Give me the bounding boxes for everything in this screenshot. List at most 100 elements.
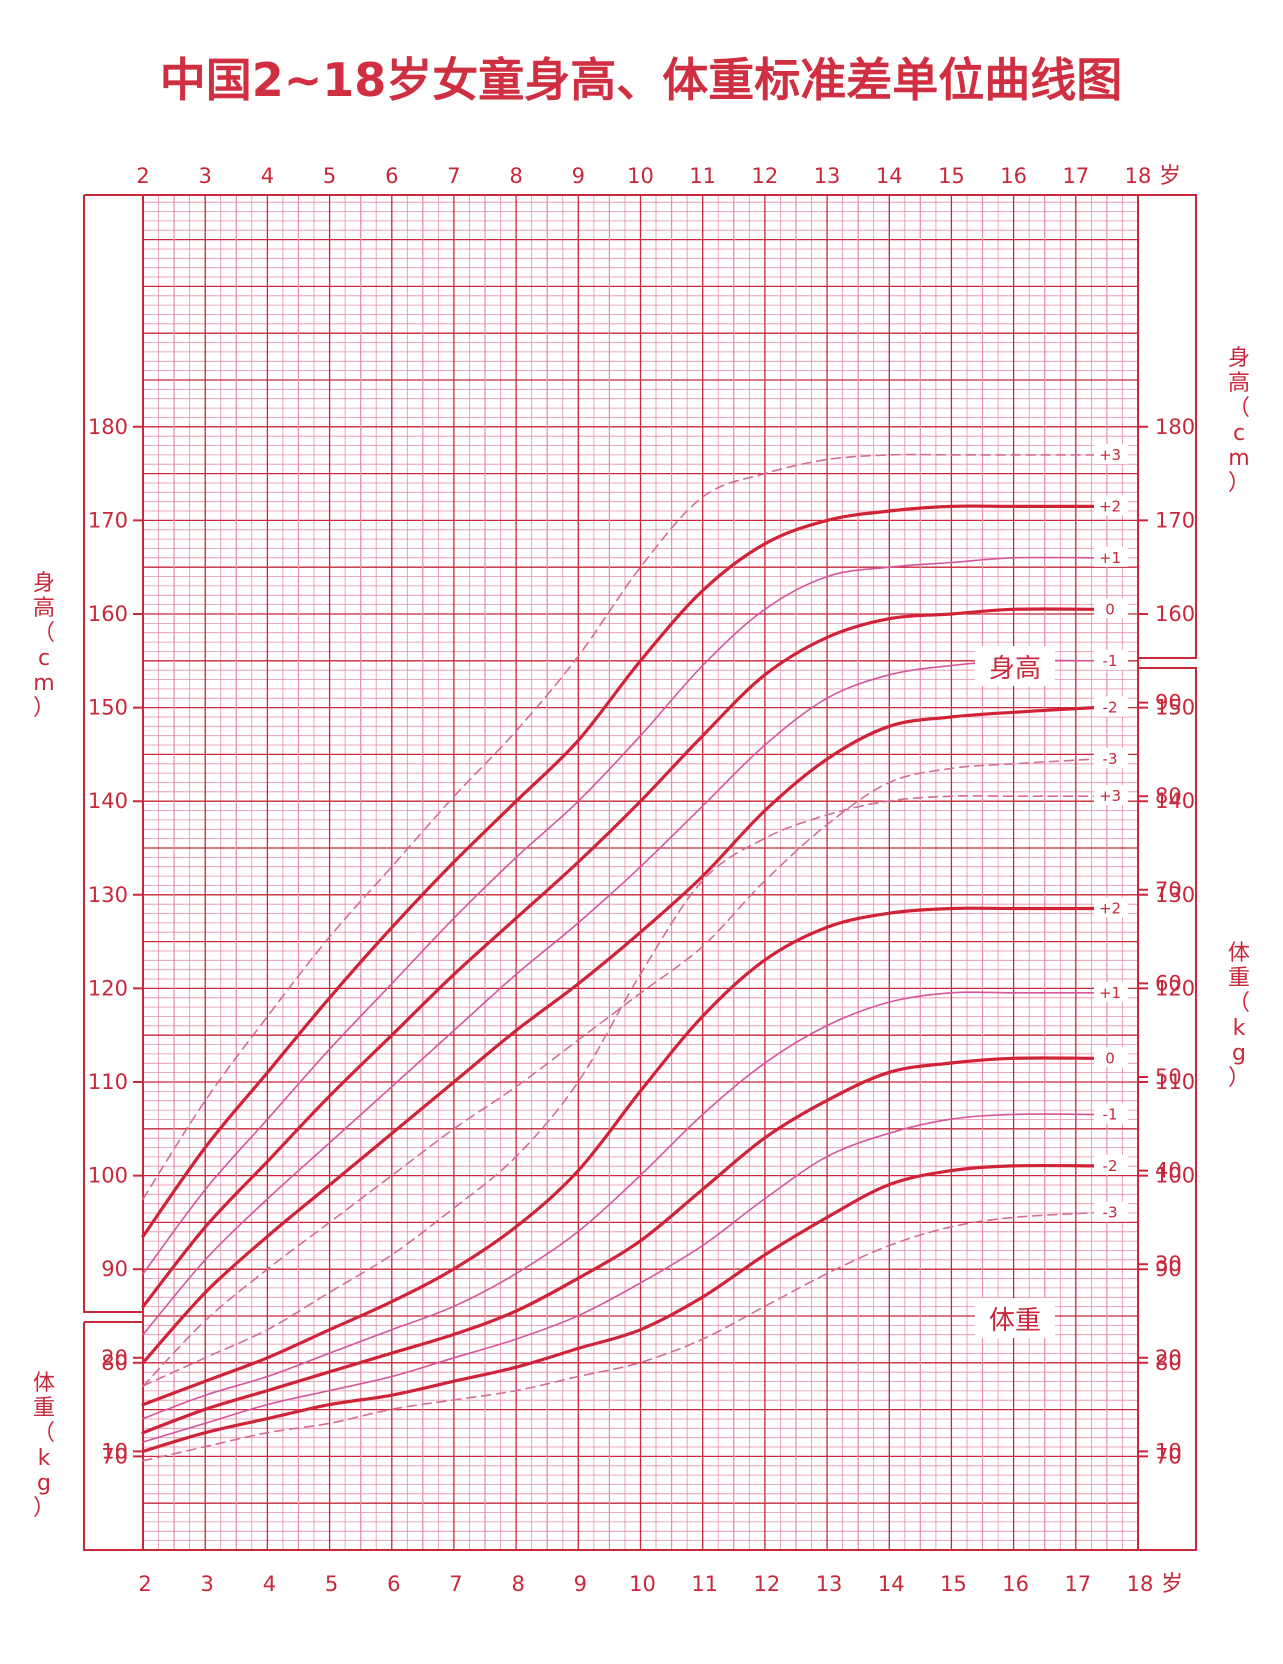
height-axis-name-left: 身高（ c m） (33, 571, 55, 721)
weight-sd-label: +1 (1099, 984, 1121, 1002)
weight-curve-0 (141, 1056, 1097, 1435)
x-tick-label-top: 14 (876, 164, 903, 188)
weight-axis-name-right: 体重（ k g） (1228, 941, 1250, 1091)
weight-sd-label-bg (1094, 1103, 1129, 1124)
chart-title: 中国2~18岁女童身高、体重标准差单位曲线图 (160, 53, 1123, 107)
x-tick-label-bottom: 12 (754, 1572, 781, 1596)
height-curve-minus2 (141, 706, 1097, 1365)
height-tick-left: 140 (88, 789, 128, 813)
height-tick-right: 90 (1155, 1257, 1182, 1281)
weight-curve-plus1 (142, 991, 1096, 1420)
height-curve-minus3 (142, 758, 1096, 1387)
weight-sd-label-bg (1094, 1154, 1129, 1175)
height-tick-right: 140 (1155, 789, 1195, 813)
x-tick-label-bottom: 13 (816, 1572, 843, 1596)
half-year-grid-lines (173, 195, 1108, 1550)
frame-lines (83, 194, 1197, 1551)
weight-curve-minus1 (142, 1113, 1096, 1443)
weight-sd-label: +3 (1099, 787, 1121, 805)
x-tick-label-top: 7 (447, 164, 460, 188)
x-tick-label-top: 10 (627, 164, 654, 188)
height-curve-minus1 (142, 659, 1096, 1336)
height-tick-right: 170 (1155, 508, 1195, 532)
x-tick-label-top: 13 (814, 164, 841, 188)
plot-frame (83, 194, 1197, 1551)
height-tick-left: 150 (88, 696, 128, 720)
weight-tick-right: 80 (1155, 784, 1182, 808)
x-tick-label-bottom: 18 (1127, 1572, 1154, 1596)
weight-tick-right: 30 (1155, 1252, 1182, 1276)
weight-sd-label: 0 (1105, 1049, 1115, 1067)
x-tick-label-bottom: 17 (1064, 1572, 1091, 1596)
x-tick-label-top: 9 (572, 164, 585, 188)
x-unit-top: 岁 (1159, 164, 1181, 189)
height-tick-right: 150 (1155, 696, 1195, 720)
height-tick-right: 120 (1155, 976, 1195, 1000)
height-sd-label-bg (1094, 443, 1129, 464)
x-tick-label-bottom: 16 (1002, 1572, 1029, 1596)
height-tick-right: 70 (1155, 1444, 1182, 1468)
x-tick-label-bottom: 10 (629, 1572, 656, 1596)
weight-section-label: 体重 (989, 1306, 1041, 1336)
height-sd-label: +2 (1099, 497, 1121, 515)
height-curve-0 (141, 607, 1097, 1309)
x-tick-label-top: 3 (199, 164, 212, 188)
weight-sd-label-bg (1094, 981, 1129, 1002)
height-curve-plus3 (142, 453, 1096, 1200)
x-tick-label-bottom: 9 (574, 1572, 587, 1596)
x-tick-label-top: 6 (385, 164, 398, 188)
weight-tick-left: 10 (101, 1439, 128, 1463)
weight-axis-name-left: 体重（ k g） (33, 1371, 55, 1521)
height-sd-label-bg (1094, 649, 1129, 670)
x-unit-bottom: 岁 (1161, 1572, 1183, 1597)
weight-sd-label-bg (1094, 1201, 1129, 1222)
height-axis-name-right: 身高（ c m） (1228, 346, 1250, 496)
weight-sd-label: +2 (1099, 900, 1121, 918)
weight-tick-right: 10 (1155, 1439, 1182, 1463)
weight-sd-label: -1 (1103, 1105, 1118, 1123)
height-sd-label: -3 (1103, 750, 1118, 768)
x-tick-label-bottom: 15 (940, 1572, 967, 1596)
x-tick-label-bottom: 4 (263, 1572, 276, 1596)
weight-sd-label: -2 (1103, 1157, 1118, 1175)
height-sd-label-bg (1094, 495, 1129, 516)
height-sd-label: -1 (1103, 652, 1118, 670)
weight-tick-left: 20 (101, 1346, 128, 1370)
height-tick-right: 180 (1155, 415, 1195, 439)
height-tick-left: 100 (88, 1164, 128, 1188)
curves (141, 453, 1097, 1462)
x-tick-label-top: 8 (509, 164, 522, 188)
height-label-bg (975, 646, 1055, 686)
x-tick-label-bottom: 8 (511, 1572, 524, 1596)
height-tick-left: 70 (101, 1444, 128, 1468)
weight-sd-label-bg (1094, 897, 1129, 918)
height-tick-left: 160 (88, 602, 128, 626)
x-tick-label-bottom: 3 (201, 1572, 214, 1596)
height-sd-label: 0 (1105, 600, 1115, 618)
weight-tick-right: 40 (1155, 1159, 1182, 1183)
height-sd-label-bg (1094, 598, 1129, 619)
height-tick-right: 80 (1155, 1351, 1182, 1375)
x-tick-label-top: 5 (323, 164, 336, 188)
weight-sd-label-bg (1094, 785, 1129, 806)
axis-ticks (133, 425, 1148, 1458)
weight-tick-right: 70 (1155, 878, 1182, 902)
weight-curve-minus3 (142, 1211, 1096, 1462)
height-curve-plus2 (141, 504, 1097, 1238)
weight-tick-right: 60 (1155, 971, 1182, 995)
height-tick-left: 120 (88, 976, 128, 1000)
x-tick-label-top: 16 (1000, 164, 1027, 188)
height-tick-left: 80 (101, 1351, 128, 1375)
height-tick-right: 130 (1155, 883, 1195, 907)
x-tick-label-top: 11 (689, 164, 716, 188)
weight-curve-minus2 (141, 1163, 1097, 1453)
x-tick-label-bottom: 7 (449, 1572, 462, 1596)
height-sd-label: +3 (1099, 446, 1121, 464)
height-tick-left: 90 (101, 1257, 128, 1281)
weight-label-bg (975, 1298, 1055, 1338)
height-tick-right: 100 (1155, 1164, 1195, 1188)
axis-labels: 2 2 3 3 4 4 5 5 6 6 7 7 8 8 9 9 10 10 11 11 12 12 13 13 14 14 15 15… (33, 164, 1250, 1597)
x-tick-label-bottom: 2 (138, 1572, 151, 1596)
height-tick-left: 110 (88, 1070, 128, 1094)
